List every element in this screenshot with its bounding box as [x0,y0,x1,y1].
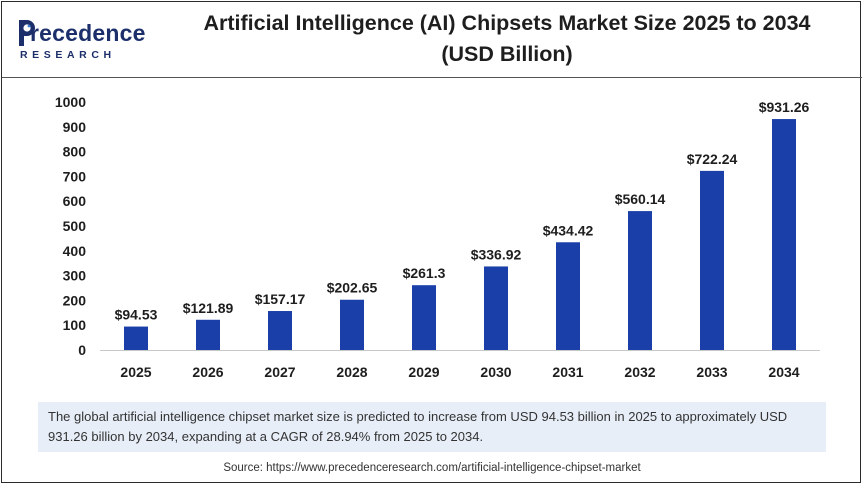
data-label: $336.92 [471,246,522,262]
x-tick-label: 2030 [480,364,511,380]
bar [772,119,796,351]
y-tick-label: 0 [78,342,86,358]
bar [124,326,148,350]
data-label: $157.17 [255,291,306,307]
y-tick-label: 400 [63,243,87,259]
x-tick-label: 2033 [696,364,727,380]
y-tick-label: 700 [63,168,87,184]
y-tick-label: 200 [63,292,87,308]
bar [556,242,580,350]
data-label: $121.89 [183,300,234,316]
x-tick-label: 2029 [408,364,439,380]
header: recedence RESEARCH Artificial Intelligen… [2,2,862,78]
bar [484,266,508,350]
data-label: $202.65 [327,280,378,296]
bar [196,319,220,350]
x-tick-label: 2027 [264,364,295,380]
y-tick-label: 300 [63,268,87,284]
data-label: $931.26 [759,99,810,115]
x-tick-label: 2028 [336,364,367,380]
data-label: $261.3 [403,265,446,281]
bar [340,299,364,350]
x-tick-label: 2025 [120,364,151,380]
y-tick-label: 800 [63,144,87,160]
source-note: Source: https://www.precedenceresearch.c… [223,462,641,474]
bar [268,311,292,350]
chart-title: Artificial Intelligence (AI) Chipsets Ma… [162,8,852,70]
data-label: $434.42 [543,222,594,238]
y-tick-label: 900 [63,119,87,135]
y-tick-label: 100 [63,317,87,333]
x-tick-label: 2031 [552,364,583,380]
y-tick-label: 600 [63,193,87,209]
chart-title-line-2: (USD Billion) [441,42,573,66]
x-tick-label: 2032 [624,364,655,380]
bar [700,170,724,350]
bar-chart: 0 100 200 300 400 500 600 700 800 900 1000 $94.53 20… [55,94,820,380]
summary-caption: The global artificial intelligence chips… [38,402,826,452]
logo-subtitle: RESEARCH [20,49,116,61]
bar [412,285,436,350]
logo-p-icon [19,20,35,46]
logo: recedence RESEARCH [16,16,151,64]
data-label: $560.14 [615,191,666,207]
x-tick-label: 2034 [768,364,799,380]
data-label: $722.24 [687,151,738,167]
logo-wordmark: recedence [30,20,146,46]
y-tick-label: 1000 [55,94,86,110]
chart-title-line-1: Artificial Intelligence (AI) Chipsets Ma… [203,11,811,35]
x-tick-label: 2026 [192,364,223,380]
data-label: $94.53 [115,307,158,323]
bar [628,211,652,350]
y-tick-label: 500 [63,218,87,234]
